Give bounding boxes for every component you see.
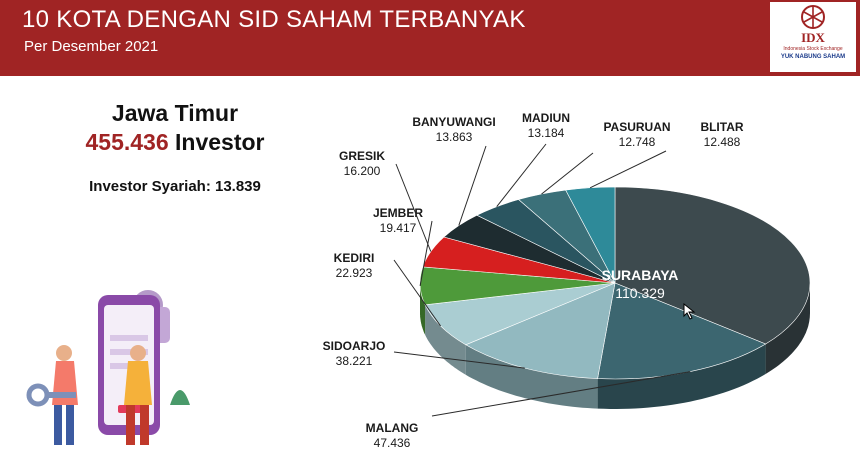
pie-side-kediri xyxy=(425,304,466,375)
leader-line-sidoarjo xyxy=(393,351,525,369)
label-name-kediri: KEDIRI xyxy=(334,251,375,265)
label-value-kediri: 22.923 xyxy=(336,266,373,280)
logo-tagline: YUK NABUNG SAHAM xyxy=(780,54,846,60)
label-value-malang: 47.436 xyxy=(374,436,411,450)
syariah-investor: Investor Syariah: 13.839 xyxy=(89,178,261,195)
pie-side-jember xyxy=(420,283,426,335)
label-value-jember: 19.417 xyxy=(380,221,417,235)
person-head xyxy=(56,345,72,361)
leader-line-banyuwangi xyxy=(458,145,487,226)
label-name-madiun: MADIUN xyxy=(522,111,570,125)
leader-line-pasuruan xyxy=(541,152,594,195)
label-name-blitar: BLITAR xyxy=(700,120,743,134)
label-value-gresik: 16.200 xyxy=(344,164,381,178)
label-name-sidoarjo: SIDOARJO xyxy=(323,339,386,353)
leader-line-blitar xyxy=(589,150,667,189)
label-value-banyuwangi: 13.863 xyxy=(436,130,473,144)
globe-icon xyxy=(801,5,825,29)
logo-text: IDX xyxy=(801,30,825,45)
pie-side xyxy=(420,283,810,409)
leader-line-gresik xyxy=(395,163,432,252)
label-name-gresik: GRESIK xyxy=(339,149,385,163)
leader-line-madiun xyxy=(496,143,547,208)
page-subtitle: Per Desember 2021 xyxy=(24,38,159,55)
mouse-cursor-icon xyxy=(683,302,696,320)
pie-slice-sidoarjo xyxy=(465,282,616,379)
label-name-pasuruan: PASURUAN xyxy=(603,120,670,134)
label-value-surabaya: 110.329 xyxy=(615,285,665,301)
person2-body xyxy=(124,361,152,405)
pie-side-sidoarjo xyxy=(465,344,598,409)
summary-panel: Jawa Timur 455.436 Investor Investor Sya… xyxy=(40,100,310,195)
idx-logo: IDX Indonesia Stock Exchange YUK NABUNG … xyxy=(770,2,856,72)
pie-side-malang xyxy=(597,344,766,409)
label-value-pasuruan: 12.748 xyxy=(619,135,656,149)
label-value-sidoarjo: 38.221 xyxy=(336,354,373,368)
investor-illustration xyxy=(26,290,190,445)
total-investor: 455.436 Investor xyxy=(40,129,310,156)
leader-line-malang xyxy=(431,371,691,417)
logo-subtext: Indonesia Stock Exchange xyxy=(783,46,843,52)
leader-line-jember xyxy=(419,220,433,286)
total-investor-unit: Investor xyxy=(175,129,265,155)
pie-top xyxy=(419,186,811,380)
label-value-blitar: 12.488 xyxy=(704,135,741,149)
label-name-banyuwangi: BANYUWANGI xyxy=(412,115,495,129)
pie-side-surabaya xyxy=(765,283,810,374)
leader-line-kediri xyxy=(393,259,442,327)
label-value-madiun: 13.184 xyxy=(528,126,565,140)
label-name-jember: JEMBER xyxy=(373,206,423,220)
total-investor-value: 455.436 xyxy=(85,129,169,155)
pie-slice-surabaya xyxy=(614,186,811,345)
label-name-malang: MALANG xyxy=(366,421,419,435)
label-name-surabaya: SURABAYA xyxy=(602,267,679,283)
person2-head xyxy=(130,345,146,361)
plant-icon xyxy=(170,390,190,405)
header-banner: 10 KOTA DENGAN SID SAHAM TERBANYAK Per D… xyxy=(0,0,860,76)
region-name: Jawa Timur xyxy=(111,100,239,126)
page-title: 10 KOTA DENGAN SID SAHAM TERBANYAK xyxy=(22,6,526,33)
